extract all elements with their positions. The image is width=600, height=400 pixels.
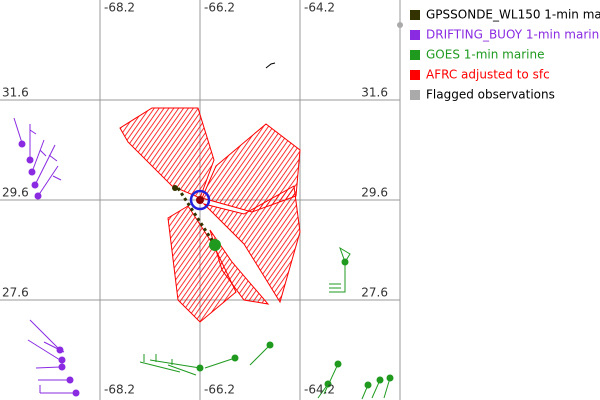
legend-swatch (410, 70, 420, 80)
lon-label: -68.2 (104, 383, 135, 397)
wind-barbs (202, 185, 301, 304)
lat-label: 27.6 (2, 286, 29, 300)
lon-label: -64.2 (304, 383, 335, 397)
legend-label: DRIFTING_BUOY 1-min marine (426, 28, 600, 42)
lon-label: -68.2 (104, 1, 135, 15)
storm-center (172, 185, 221, 251)
legend-label: Flagged observations (426, 88, 555, 102)
flagged-obs (397, 22, 403, 28)
lat-label: 29.6 (2, 186, 29, 200)
legend: GPSSONDE_WL150 1-min mar DRIFTING_BUOY 1-… (410, 8, 600, 102)
lat-label: 29.6 (361, 186, 388, 200)
lat-label: 31.6 (2, 86, 29, 100)
sonde-obs (172, 185, 178, 191)
lat-label: 31.6 (361, 86, 388, 100)
wind-barbs (209, 229, 270, 305)
legend-swatch (410, 50, 420, 60)
legend-label: AFRC adjusted to sfc (426, 68, 550, 82)
lon-label: -66.2 (204, 1, 235, 15)
lon-label: -66.2 (204, 383, 235, 397)
buoy-barbs (13, 117, 80, 397)
center-dot (196, 196, 204, 204)
goes-obs (209, 239, 221, 251)
legend-swatch (410, 10, 420, 20)
legend-swatch (410, 30, 420, 40)
lon-labels: -68.2 -66.2 -64.2 -68.2 -66.2 -64.2 (104, 1, 335, 397)
sonde-track (176, 187, 217, 246)
legend-swatch (410, 90, 420, 100)
legend-label: GOES 1-min marine (426, 48, 544, 62)
goes-barbs (139, 246, 394, 400)
lon-label: -64.2 (304, 1, 335, 15)
afrc-observations (119, 107, 301, 323)
lat-label: 27.6 (361, 286, 388, 300)
legend-label: GPSSONDE_WL150 1-min mar (426, 8, 600, 22)
wind-barbs (119, 107, 215, 199)
lat-labels: 31.6 29.6 27.6 31.6 29.6 27.6 (2, 86, 388, 300)
center-marker (189, 189, 211, 211)
island (265, 62, 276, 69)
